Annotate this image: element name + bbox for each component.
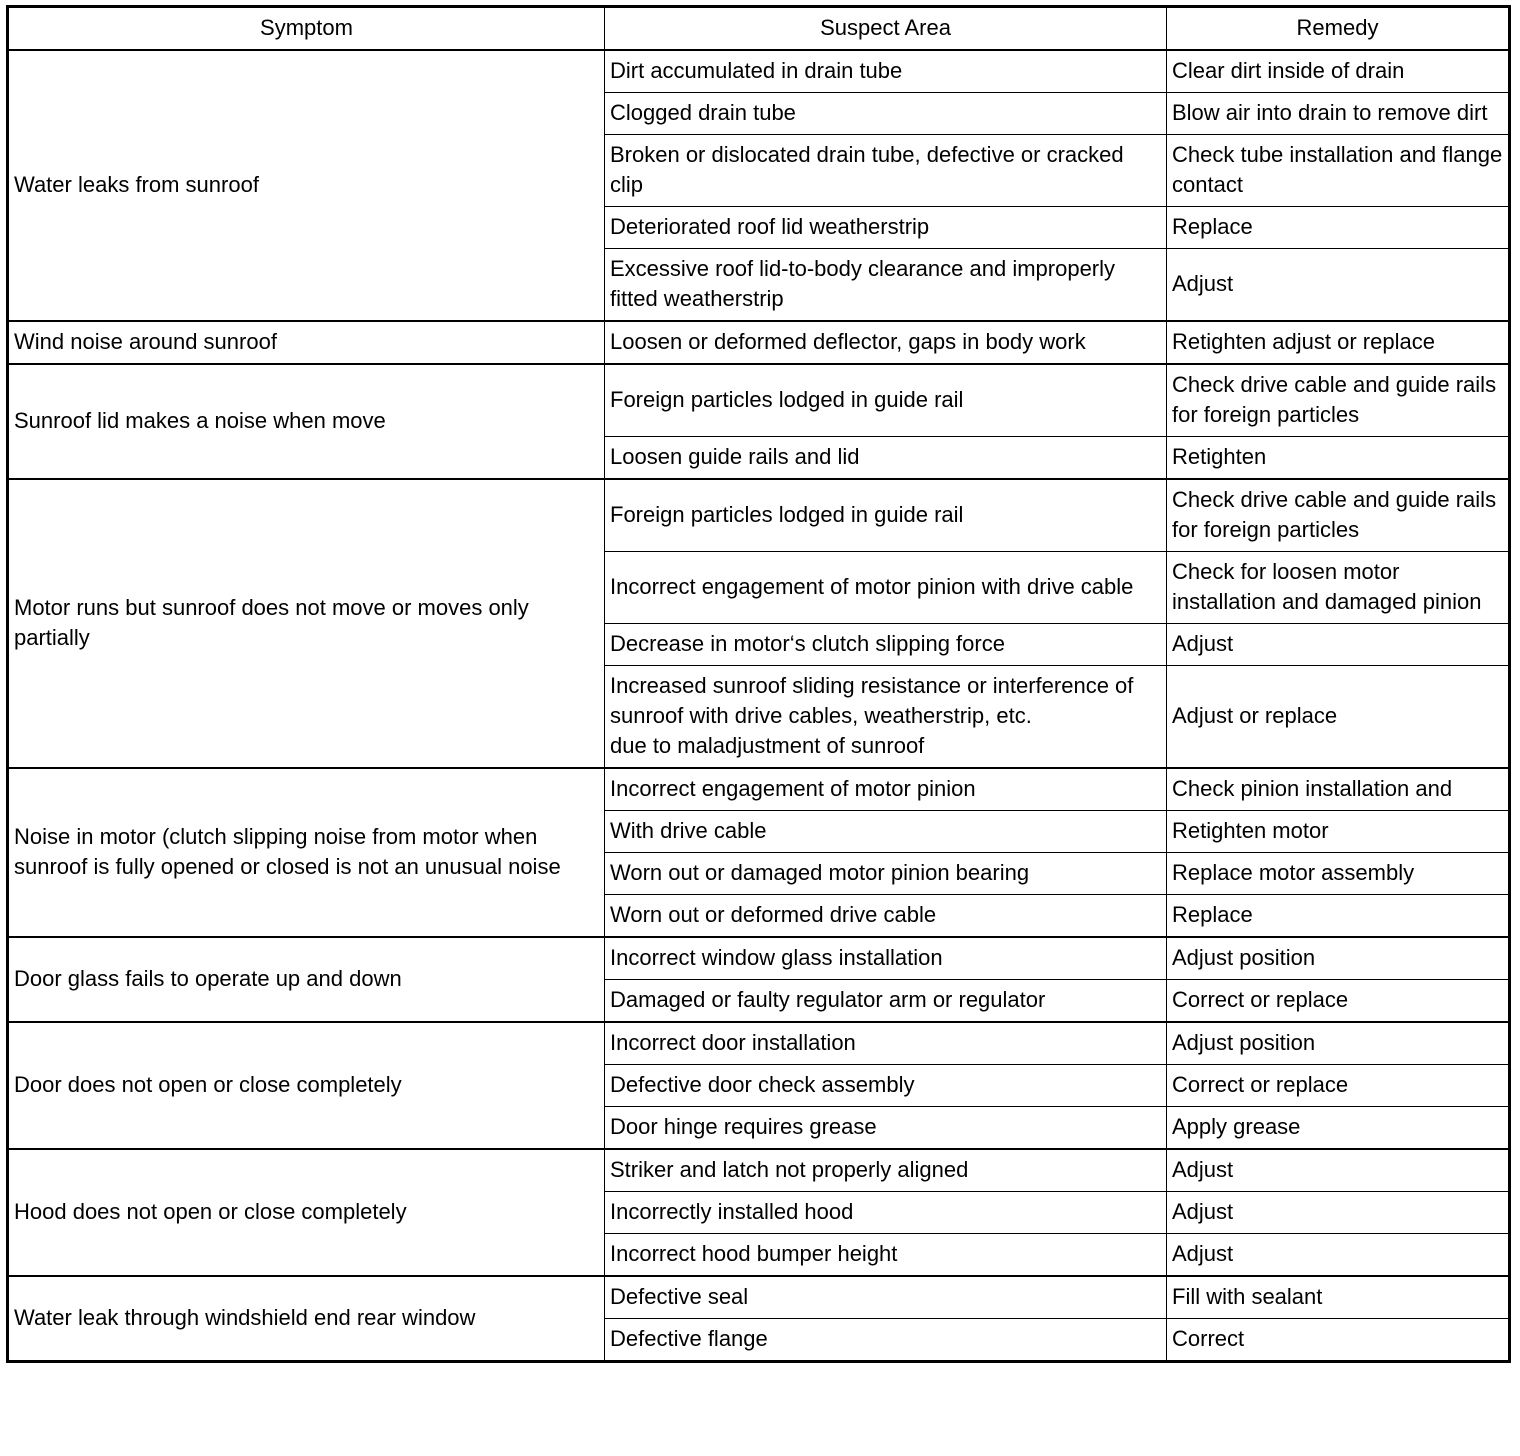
table-row: Incorrect hood bumper height Adjust	[8, 1233, 1510, 1277]
remedy-cell: Retighten	[1166, 436, 1510, 480]
table-row: Excessive roof lid-to-body clearance and…	[8, 248, 1510, 322]
remedy-cell: Adjust	[1166, 248, 1510, 322]
table-row: Deteriorated roof lid weatherstrip Replac…	[8, 206, 1510, 249]
suspect-area-cell: Deteriorated roof lid weatherstrip	[604, 206, 1167, 249]
table-row: Noise in motor (clutch slipping noise fr…	[7, 767, 1510, 938]
remedy-cell: Replace	[1166, 894, 1510, 938]
suspect-area-cell: With drive cable	[604, 810, 1167, 853]
remedy-cell: Adjust	[1166, 1148, 1510, 1192]
table-row: Defective flange Correct	[8, 1318, 1510, 1362]
suspect-area-cell: Dirt accumulated in drain tube	[604, 49, 1167, 93]
remedy-cell: Retighten adjust or replace	[1166, 320, 1510, 365]
remedy-cell: Check pinion installation and	[1166, 767, 1510, 811]
suspect-area-cell: Incorrect door installation	[604, 1021, 1167, 1065]
symptom-cell: Water leak through windshield end rear w…	[7, 1275, 605, 1362]
suspect-area-cell: Worn out or deformed drive cable	[604, 894, 1167, 938]
symptom-cell: Wind noise around sunroof	[7, 320, 605, 365]
suspect-area-cell: Damaged or faulty regulator arm or regul…	[604, 979, 1167, 1023]
header-row: Symptom Suspect Area Remedy	[7, 6, 1510, 51]
suspect-area-cell: Striker and latch not properly aligned	[604, 1148, 1167, 1192]
table-row: Incorrect engagement of motor pinion wit…	[8, 551, 1510, 624]
suspect-area-cell: Increased sunroof sliding resistance or …	[604, 665, 1167, 769]
remedy-cell: Adjust position	[1166, 1021, 1510, 1065]
suspect-area-cell: Defective seal	[604, 1275, 1167, 1319]
table-row: Increased sunroof sliding resistance or …	[8, 665, 1510, 769]
remedy-cell: Adjust	[1166, 1233, 1510, 1277]
table-row: Door hinge requires grease Apply grease	[8, 1106, 1510, 1150]
remedy-cell: Adjust or replace	[1166, 665, 1510, 769]
remedy-cell: Correct or replace	[1166, 979, 1510, 1023]
suspect-area-cell: Excessive roof lid-to-body clearance and…	[604, 248, 1167, 322]
symptom-cell: Motor runs but sunroof does not move or …	[7, 478, 605, 769]
table-row: Clogged drain tube Blow air into drain to…	[8, 92, 1510, 135]
remedy-cell: Adjust	[1166, 1191, 1510, 1234]
remedy-cell: Check drive cable and guide rails for fo…	[1166, 363, 1510, 437]
table-row: Damaged or faulty regulator arm or regul…	[8, 979, 1510, 1023]
symptom-cell: Sunroof lid makes a noise when move	[7, 363, 605, 480]
suspect-area-cell: Loosen guide rails and lid	[604, 436, 1167, 480]
symptom-cell: Hood does not open or close completely	[7, 1148, 605, 1277]
suspect-area-cell: Worn out or damaged motor pinion bearing	[604, 852, 1167, 895]
symptom-cell: Water leaks from sunroof	[7, 49, 605, 322]
table-row: With drive cable Retighten motor	[8, 810, 1510, 853]
table-row: Water leak through windshield end rear w…	[7, 1275, 1510, 1362]
suspect-area-cell: Foreign particles lodged in guide rail	[604, 478, 1167, 552]
remedy-cell: Fill with sealant	[1166, 1275, 1510, 1319]
remedy-cell: Check for loosen motor installation and …	[1166, 551, 1510, 624]
table-row: Incorrectly installed hood Adjust	[8, 1191, 1510, 1234]
remedy-cell: Blow air into drain to remove dirt	[1166, 92, 1510, 135]
header-remedy: Remedy	[1166, 6, 1510, 51]
suspect-area-cell: Loosen or deformed deflector, gaps in bo…	[604, 320, 1167, 365]
suspect-area-cell: Decrease in motor‘s clutch slipping forc…	[604, 623, 1167, 666]
suspect-area-cell: Incorrect window glass installation	[604, 936, 1167, 980]
symptom-cell: Noise in motor (clutch slipping noise fr…	[7, 767, 605, 938]
symptom-cell: Door glass fails to operate up and down	[7, 936, 605, 1023]
remedy-cell: Retighten motor	[1166, 810, 1510, 853]
remedy-cell: Correct or replace	[1166, 1064, 1510, 1107]
suspect-area-cell: Door hinge requires grease	[604, 1106, 1167, 1150]
remedy-cell: Adjust	[1166, 623, 1510, 666]
remedy-cell: Replace	[1166, 206, 1510, 249]
remedy-cell: Clear dirt inside of drain	[1166, 49, 1510, 93]
table-row: Water leaks from sunroof Dirt accumulated…	[7, 49, 1510, 322]
remedy-cell: Replace motor assembly	[1166, 852, 1510, 895]
table-row: Worn out or damaged motor pinion bearing…	[8, 852, 1510, 895]
header-suspect-area: Suspect Area	[604, 6, 1167, 51]
table-row: Motor runs but sunroof does not move or …	[7, 478, 1510, 769]
table-row: Hood does not open or close completely St…	[7, 1148, 1510, 1277]
suspect-area-cell: Foreign particles lodged in guide rail	[604, 363, 1167, 437]
remedy-cell: Check tube installation and flange conta…	[1166, 134, 1510, 207]
suspect-area-cell: Defective flange	[604, 1318, 1167, 1362]
suspect-area-cell: Clogged drain tube	[604, 92, 1167, 135]
table-body: Water leaks from sunroof Dirt accumulated…	[7, 49, 1510, 1362]
suspect-area-cell: Incorrectly installed hood	[604, 1191, 1167, 1234]
table-row: Sunroof lid makes a noise when move Forei…	[7, 363, 1510, 480]
troubleshooting-table: Symptom Suspect Area Remedy Water leaks …	[6, 5, 1511, 1363]
suspect-area-cell: Broken or dislocated drain tube, defecti…	[604, 134, 1167, 207]
table-row: Door does not open or close completely In…	[7, 1021, 1510, 1150]
remedy-cell: Correct	[1166, 1318, 1510, 1362]
remedy-cell: Adjust position	[1166, 936, 1510, 980]
symptom-cell: Door does not open or close completely	[7, 1021, 605, 1150]
table-row: Door glass fails to operate up and down I…	[7, 936, 1510, 1023]
table-row: Broken or dislocated drain tube, defecti…	[8, 134, 1510, 207]
suspect-area-cell: Incorrect hood bumper height	[604, 1233, 1167, 1277]
remedy-cell: Check drive cable and guide rails for fo…	[1166, 478, 1510, 552]
suspect-area-cell: Defective door check assembly	[604, 1064, 1167, 1107]
table-row: Decrease in motor‘s clutch slipping forc…	[8, 623, 1510, 666]
remedy-cell: Apply grease	[1166, 1106, 1510, 1150]
suspect-area-cell: Incorrect engagement of motor pinion wit…	[604, 551, 1167, 624]
suspect-area-cell: Incorrect engagement of motor pinion	[604, 767, 1167, 811]
table-row: Wind noise around sunroof Loosen or defor…	[7, 320, 1510, 365]
header-symptom: Symptom	[7, 6, 605, 51]
table-row: Defective door check assembly Correct or …	[8, 1064, 1510, 1107]
